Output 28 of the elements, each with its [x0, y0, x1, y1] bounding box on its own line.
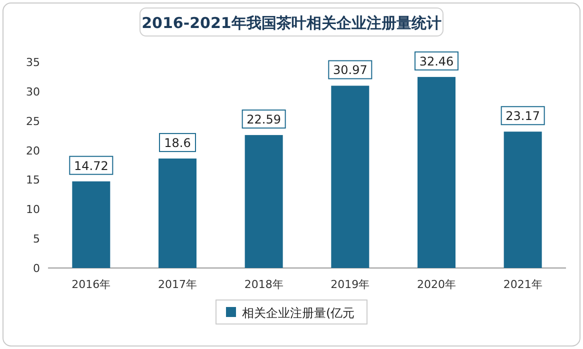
y-tick-label: 0 — [33, 262, 40, 275]
data-label: 23.17 — [506, 109, 540, 124]
data-label: 32.46 — [419, 54, 454, 68]
bar — [504, 132, 542, 268]
data-label: 22.59 — [246, 112, 282, 127]
bar — [418, 76, 456, 268]
bar — [331, 86, 370, 268]
bar — [244, 135, 283, 268]
chart-title: 2016-2021年我国茶叶相关企业注册量统计 — [142, 14, 442, 32]
x-tick-label: 2021年 — [503, 278, 542, 291]
y-tick-label: 30 — [26, 85, 40, 98]
y-tick-label: 35 — [26, 56, 40, 69]
x-tick-label: 2016年 — [72, 278, 111, 291]
bar — [158, 158, 196, 268]
y-tick-label: 5 — [33, 232, 40, 246]
y-tick-label: 15 — [26, 174, 40, 187]
y-tick-label: 25 — [26, 114, 40, 128]
y-tick-label: 20 — [26, 144, 40, 158]
y-tick-label: 10 — [26, 203, 40, 216]
data-label: 18.6 — [164, 136, 191, 150]
x-tick-label: 2020年 — [417, 278, 456, 291]
data-label: 14.72 — [74, 158, 108, 173]
legend-label: 相关企业注册量(亿元 — [242, 306, 355, 320]
bar — [72, 181, 110, 268]
data-label: 30.97 — [332, 63, 368, 78]
x-tick-label: 2019年 — [330, 278, 370, 291]
x-tick-label: 2018年 — [244, 278, 284, 291]
x-tick-label: 2017年 — [158, 278, 197, 291]
